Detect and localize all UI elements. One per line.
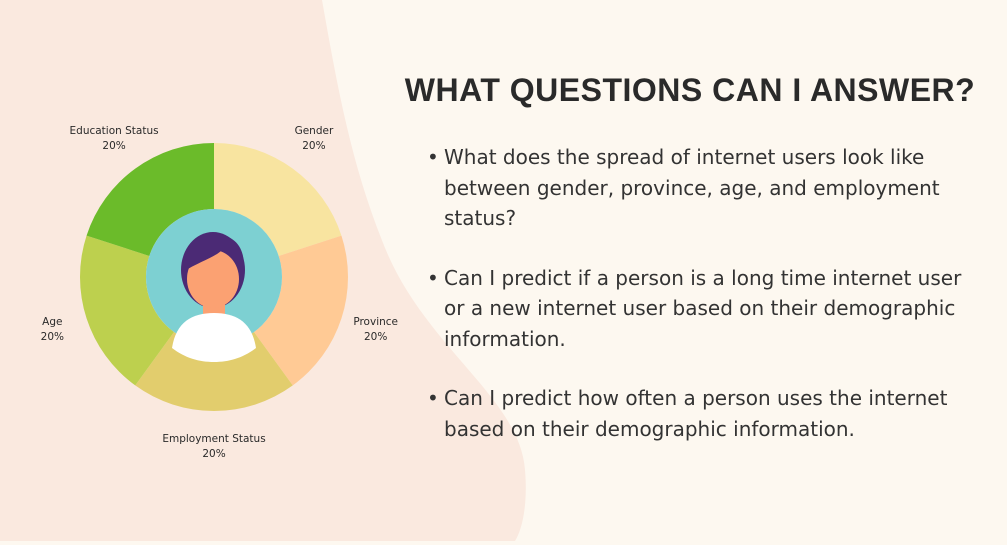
avatar-hair-top xyxy=(182,234,244,272)
question-text: What does the spread of internet users l… xyxy=(444,145,940,230)
slices-group xyxy=(79,143,348,411)
slice-label-name: Age xyxy=(42,315,63,328)
slice-label-value: 20% xyxy=(364,330,388,343)
slice-label-value: 20% xyxy=(102,140,126,153)
page-title: WHAT QUESTIONS CAN I ANSWER? xyxy=(404,72,976,108)
slice-label: Employment Status 20% xyxy=(144,432,284,462)
pie-slice-employment-status xyxy=(135,332,293,411)
bullet-icon: • xyxy=(427,265,439,290)
slice-label-value: 20% xyxy=(302,140,326,153)
donut-chart-svg xyxy=(79,143,348,411)
avatar-face xyxy=(187,250,239,308)
slice-label: Age 20% xyxy=(0,315,122,345)
slice-label-value: 20% xyxy=(202,448,226,460)
avatar-shirt xyxy=(172,313,256,362)
person-avatar-icon xyxy=(172,232,256,362)
slice-label: Province 20% xyxy=(306,315,446,345)
slice-label: Gender 20% xyxy=(244,124,384,154)
slice-label-name: Gender xyxy=(294,125,334,138)
slice-label-name: Employment Status xyxy=(162,433,266,445)
pie-slice-age xyxy=(79,235,175,386)
pie-slice-education-status xyxy=(86,143,214,256)
question-list: • What does the spread of internet users… xyxy=(427,142,987,473)
donut-chart: Gender 20% Province 20% Employment Status 20%… xyxy=(0,0,430,541)
slice-label: Education Status 20% xyxy=(44,124,184,154)
question-text: Can I predict if a person is a long time… xyxy=(444,265,962,351)
pie-slice-gender xyxy=(214,143,342,256)
slice-label-name: Education Status xyxy=(69,125,159,138)
bullet-icon: • xyxy=(427,386,439,410)
question-item: • Can I predict how often a person uses … xyxy=(427,383,987,444)
slice-label-value: 20% xyxy=(40,330,64,343)
question-item: • Can I predict if a person is a long ti… xyxy=(427,263,987,355)
question-text: Can I predict how often a person uses th… xyxy=(444,386,948,441)
question-item: • What does the spread of internet users… xyxy=(427,142,987,234)
pie-slice-province xyxy=(253,235,348,386)
bullet-icon: • xyxy=(427,145,439,169)
slice-label-name: Province xyxy=(353,315,399,328)
